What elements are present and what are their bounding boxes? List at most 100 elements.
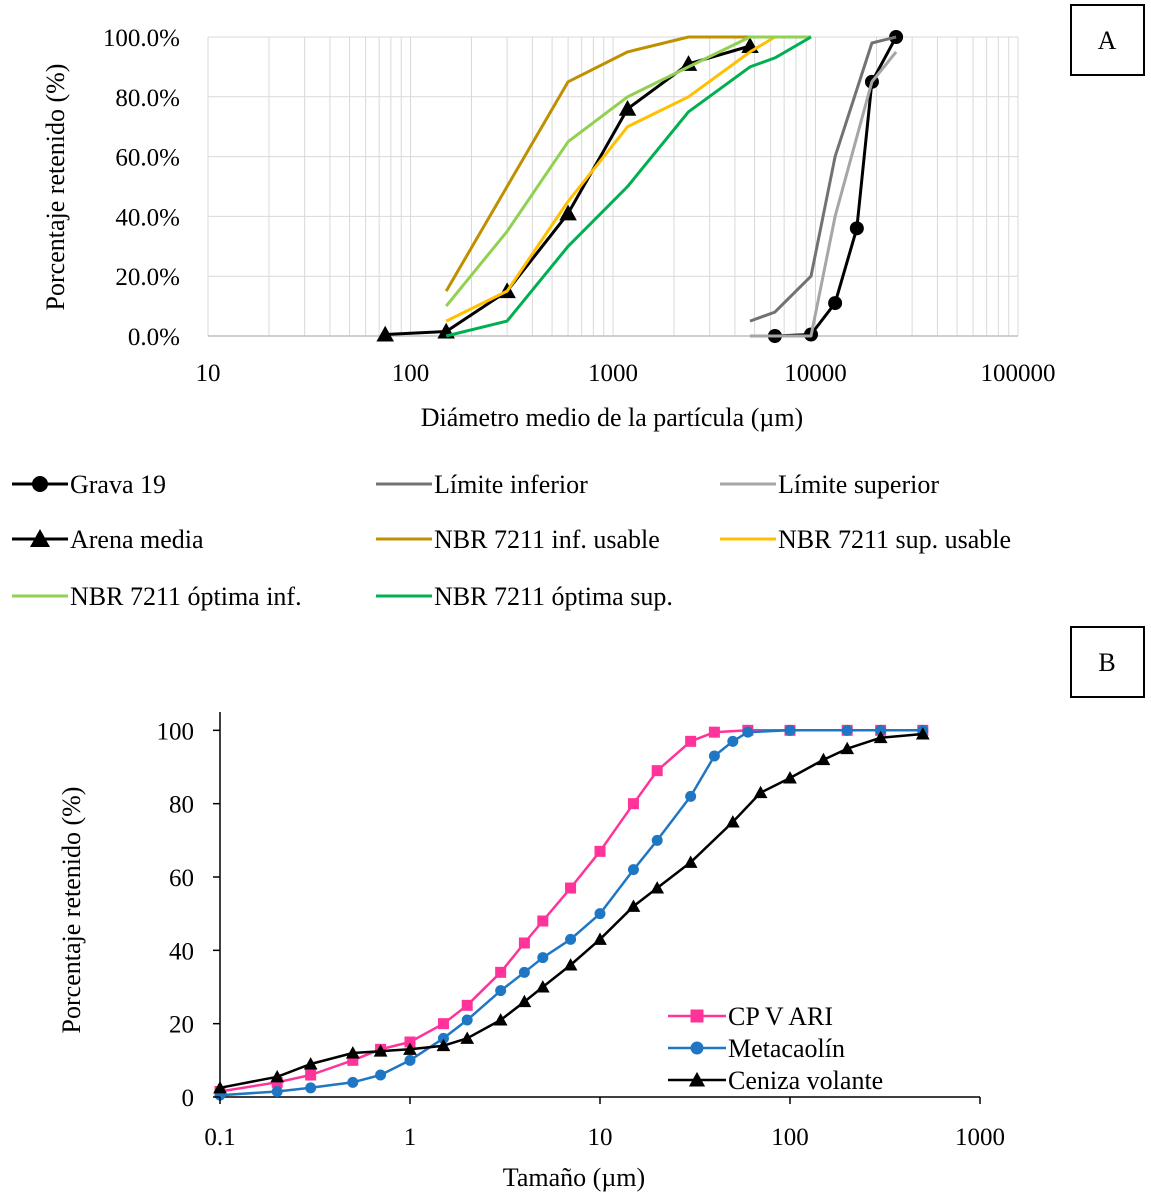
chart-a-legend: Grava 19 Límite inferior Límite superior Ar…: [12, 470, 1011, 611]
chart-b-data-point: [873, 730, 888, 744]
chart-a-legend-label: NBR 7211 óptima sup.: [434, 582, 673, 611]
chart-a-legend-entry: Grava 19: [12, 470, 166, 499]
chart-a-y-tick-label: 20.0%: [115, 264, 180, 291]
chart-b-data-point: [594, 845, 606, 857]
chart-b-data-point: [461, 999, 473, 1011]
chart-b-data-point: [725, 815, 740, 828]
chart-b-data-point: [708, 750, 720, 762]
chart-a-y-tick-label: 80.0%: [115, 85, 180, 112]
chart-a-series-limite-inferior: [749, 35, 897, 323]
chart-a-legend-label: Arena media: [70, 525, 204, 554]
chart-b-data-point: [305, 1069, 317, 1081]
chart-a-legend-label: Límite superior: [778, 470, 939, 499]
chart-a-legend-label: NBR 7211 inf. usable: [434, 525, 660, 554]
chart-a-y-tick-label: 0.0%: [128, 324, 180, 351]
chart-a-data-point: [828, 296, 843, 311]
chart-b-data-point: [270, 1069, 285, 1083]
chart-a-series-line: [445, 35, 811, 308]
chart-b-data-point: [373, 1044, 388, 1057]
chart-b-data-point: [593, 932, 607, 945]
chart-b-x-tick-label: 10: [588, 1124, 613, 1151]
chart-b-data-point: [627, 864, 639, 876]
chart-a-data-point: [618, 100, 637, 116]
chart-b-data-point: [437, 1032, 449, 1044]
chart-a-data-point: [559, 204, 577, 221]
chart-b-legend-label: Metacaolín: [728, 1034, 845, 1063]
chart-b-data-point: [685, 735, 697, 747]
panel-b-label: B: [1098, 648, 1115, 677]
chart-b-x-tick-label: 1000: [955, 1124, 1005, 1151]
chart-a-series-limite-superior: [750, 50, 898, 338]
chart-a-legend-label: Grava 19: [70, 470, 166, 499]
chart-b-data-point: [565, 882, 577, 894]
chart-a-legend-entry: NBR 7211 sup. usable: [720, 525, 1011, 554]
chart-a-series-line: [444, 35, 750, 292]
chart-b-data-point: [517, 994, 532, 1008]
chart-b-legend-marker: [688, 1071, 706, 1087]
chart-a-x-tick-label: 10: [196, 360, 221, 387]
chart-a-series-nbr-7211-inf-usable: [444, 35, 750, 292]
chart-a-legend-entry: Arena media: [12, 525, 204, 554]
chart-b-data-point: [436, 1038, 451, 1052]
chart-b-data-point: [753, 785, 768, 799]
chart-b-y-tick-label: 80: [169, 792, 194, 819]
chart-b-data-point: [651, 834, 663, 846]
chart-b-legend-entry: Ceniza volante: [668, 1066, 883, 1095]
chart-b-data-point: [563, 958, 578, 971]
chart-b-y-tick-label: 40: [169, 938, 194, 965]
chart-b-y-tick-label: 0: [182, 1085, 195, 1112]
chart-b-legend-entry: CP V ARI: [668, 1002, 833, 1031]
chart-b-axes: [219, 712, 980, 1098]
chart-b-legend-label: CP V ARI: [728, 1002, 833, 1031]
chart-b-data-point: [683, 855, 698, 868]
chart-b-data-point: [495, 966, 507, 978]
chart-a-series-nbr-7211-optima-sup: [445, 35, 812, 338]
chart-b-data-point: [271, 1086, 283, 1097]
chart-a-legend-label: Límite inferior: [434, 470, 588, 499]
chart-b-legend-entry: Metacaolín: [668, 1034, 845, 1063]
chart-a-legend-entry: Límite superior: [720, 470, 939, 499]
chart-a-series-nbr-7211-sup-usable: [445, 35, 776, 323]
chart-b-legend: CP V ARI Metacaolín Ceniza volante: [668, 1002, 883, 1095]
chart-b-data-point: [303, 1057, 318, 1070]
chart-b-data-point: [537, 952, 549, 964]
chart-b-data-point: [345, 1046, 360, 1059]
chart-a-series-line: [445, 35, 776, 323]
chart-a: 10 100 1000 10000 100000 0.0% 20.0% 40.0% 60.0% 8…: [12, 4, 1145, 611]
chart-b-data-point: [403, 1042, 417, 1055]
chart-a-x-tick-label: 100000: [981, 360, 1056, 387]
chart-b-data-point: [727, 735, 739, 747]
chart-a-x-tick-label: 100: [392, 360, 430, 387]
chart-b-data-point: [495, 985, 507, 997]
chart-a-series-line: [750, 50, 898, 338]
chart-b-data-point: [404, 1036, 416, 1048]
chart-b-ylabel: Porcentaje retenido (%): [57, 787, 86, 1034]
chart-b-legend-marker: [690, 1041, 704, 1055]
chart-b-legend-label: Ceniza volante: [728, 1066, 883, 1095]
chart-b-legend-marker: [690, 1009, 704, 1023]
chart-b-data-point: [627, 798, 639, 810]
chart-b-data-point: [685, 790, 697, 802]
chart-b-y-tick-label: 20: [169, 1012, 194, 1039]
chart-a-legend-entry: Límite inferior: [376, 470, 588, 499]
chart-b-data-point: [565, 933, 577, 945]
chart-a-ylabel: Porcentaje retenido (%): [41, 64, 70, 311]
chart-a-legend-entry: NBR 7211 óptima sup.: [376, 582, 673, 611]
chart-b-data-point: [626, 899, 641, 912]
chart-b-x-tick-label: 1: [404, 1124, 417, 1151]
chart-a-series-line: [445, 35, 812, 338]
chart-a-data-point: [679, 55, 698, 71]
chart-a-y-tick-label: 60.0%: [115, 145, 180, 172]
chart-a-tick-labels: 10 100 1000 10000 100000 0.0% 20.0% 40.0% 60.0% 8…: [103, 25, 1056, 387]
chart-b-data-point: [594, 908, 606, 920]
chart-b-data-point: [537, 915, 549, 927]
chart-b-data-point: [816, 752, 831, 766]
chart-b-data-point: [437, 1018, 449, 1030]
chart-b-xlabel: Tamaño (µm): [503, 1163, 645, 1192]
chart-b-y-tick-label: 60: [169, 865, 194, 892]
chart-a-xlabel: Diámetro medio de la partícula (µm): [421, 403, 803, 432]
chart-a-legend-marker: [32, 476, 48, 492]
chart-b-data-point: [708, 726, 720, 738]
chart-b-data-point: [213, 1080, 227, 1094]
